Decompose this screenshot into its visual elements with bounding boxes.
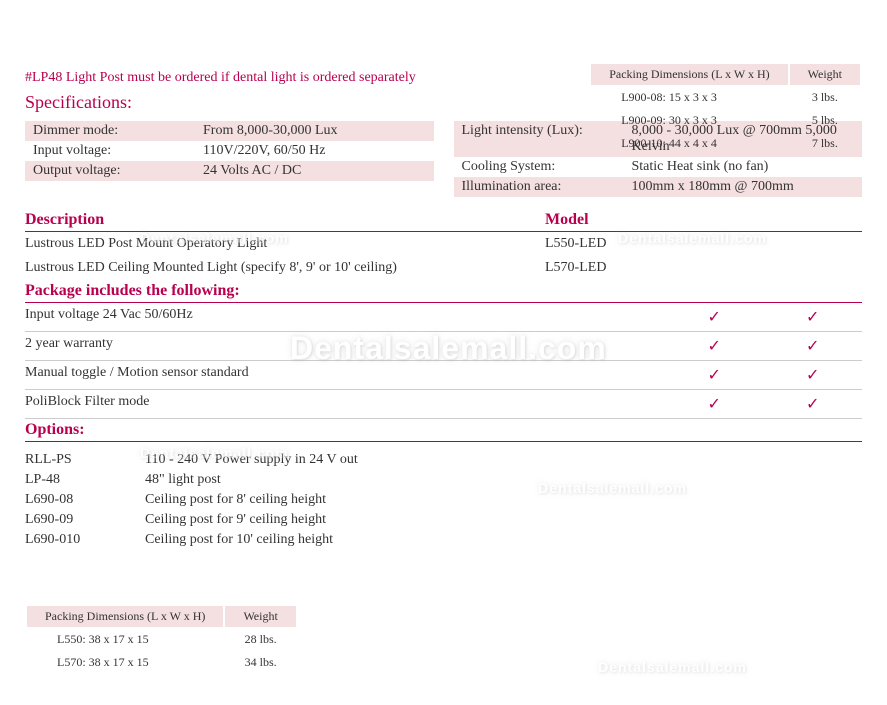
- top-packing-header-dim: Packing Dimensions (L x W x H): [591, 64, 787, 85]
- check-icon: ✓: [764, 307, 863, 327]
- item-row: Lustrous LED Post Mount Operatory Light …: [25, 232, 862, 256]
- model-heading: Model: [545, 211, 665, 229]
- package-heading: Package includes the following:: [25, 282, 240, 300]
- bottom-packing-header-weight: Weight: [225, 606, 295, 627]
- package-row: Manual toggle / Motion sensor standard ✓…: [25, 361, 862, 390]
- check-icon: ✓: [764, 365, 863, 385]
- watermark: Dentalsalemall.com: [598, 659, 747, 675]
- item-row: Lustrous LED Ceiling Mounted Light (spec…: [25, 256, 862, 280]
- check-icon: ✓: [764, 394, 863, 414]
- desc-model-header: Description Model: [25, 209, 862, 232]
- check-icon: ✓: [764, 336, 863, 356]
- check-icon: ✓: [665, 307, 764, 327]
- options-heading: Options:: [25, 421, 85, 439]
- check-icon: ✓: [665, 394, 764, 414]
- bottom-packing-header-dim: Packing Dimensions (L x W x H): [27, 606, 223, 627]
- check-icon: ✓: [665, 336, 764, 356]
- package-row: PoliBlock Filter mode ✓ ✓: [25, 390, 862, 419]
- options-heading-row: Options:: [25, 419, 862, 442]
- description-heading: Description: [25, 211, 545, 229]
- package-row: Input voltage 24 Vac 50/60Hz ✓ ✓: [25, 303, 862, 332]
- check-icon: ✓: [665, 365, 764, 385]
- bottom-packing-table: Packing Dimensions (L x W x H) Weight L5…: [25, 604, 298, 675]
- specs-left-col: Dimmer mode:From 8,000-30,000 Lux Input …: [25, 121, 434, 197]
- top-packing-header-weight: Weight: [790, 64, 860, 85]
- package-row: 2 year warranty ✓ ✓: [25, 332, 862, 361]
- top-packing-table: Packing Dimensions (L x W x H) Weight L9…: [589, 62, 862, 156]
- package-heading-row: Package includes the following:: [25, 280, 862, 303]
- options-list: RLL-PS110 - 240 V Power supply in 24 V o…: [25, 450, 862, 550]
